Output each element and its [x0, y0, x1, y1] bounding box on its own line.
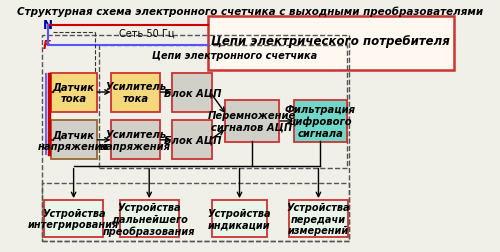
Text: Устройства
дальнейшего
преобразования: Устройства дальнейшего преобразования — [103, 202, 196, 236]
FancyBboxPatch shape — [172, 121, 212, 160]
FancyBboxPatch shape — [289, 200, 348, 238]
Text: Фильтрация
цифрового
сигнала: Фильтрация цифрового сигнала — [285, 105, 356, 138]
Text: F: F — [42, 39, 50, 52]
FancyBboxPatch shape — [50, 73, 96, 112]
Text: Устройства
передачи
измерений: Устройства передачи измерений — [286, 202, 350, 235]
Text: Перемножение
сигналов АЦП: Перемножение сигналов АЦП — [208, 111, 296, 132]
FancyBboxPatch shape — [112, 121, 160, 160]
Text: Блок АЦП: Блок АЦП — [164, 135, 221, 145]
Text: Усилитель
тока: Усилитель тока — [105, 82, 166, 104]
FancyBboxPatch shape — [44, 200, 103, 238]
Text: Датчик
напряжения: Датчик напряжения — [38, 130, 109, 151]
FancyBboxPatch shape — [294, 101, 346, 142]
FancyBboxPatch shape — [172, 73, 212, 112]
FancyBboxPatch shape — [120, 200, 178, 238]
FancyBboxPatch shape — [225, 101, 280, 142]
Text: Устройства
индикации: Устройства индикации — [208, 208, 272, 230]
Text: Усилитель
напряжения: Усилитель напряжения — [100, 130, 171, 151]
FancyBboxPatch shape — [50, 121, 96, 160]
Text: Структурная схема электронного счетчика с выходными преобразователями: Структурная схема электронного счетчика … — [17, 7, 483, 17]
FancyBboxPatch shape — [208, 17, 454, 71]
FancyBboxPatch shape — [212, 200, 267, 238]
Text: N: N — [42, 19, 52, 32]
Text: Датчик
тока: Датчик тока — [52, 82, 94, 104]
Text: Сеть 50 Гц: Сеть 50 Гц — [120, 28, 175, 38]
Text: Устройства
интегрирования: Устройства интегрирования — [28, 208, 119, 230]
Text: Цепи электрического потребителя: Цепи электрического потребителя — [212, 35, 450, 48]
Text: Блок АЦП: Блок АЦП — [164, 88, 221, 98]
FancyBboxPatch shape — [112, 73, 160, 112]
Text: Цепи электронного счетчика: Цепи электронного счетчика — [152, 51, 318, 61]
